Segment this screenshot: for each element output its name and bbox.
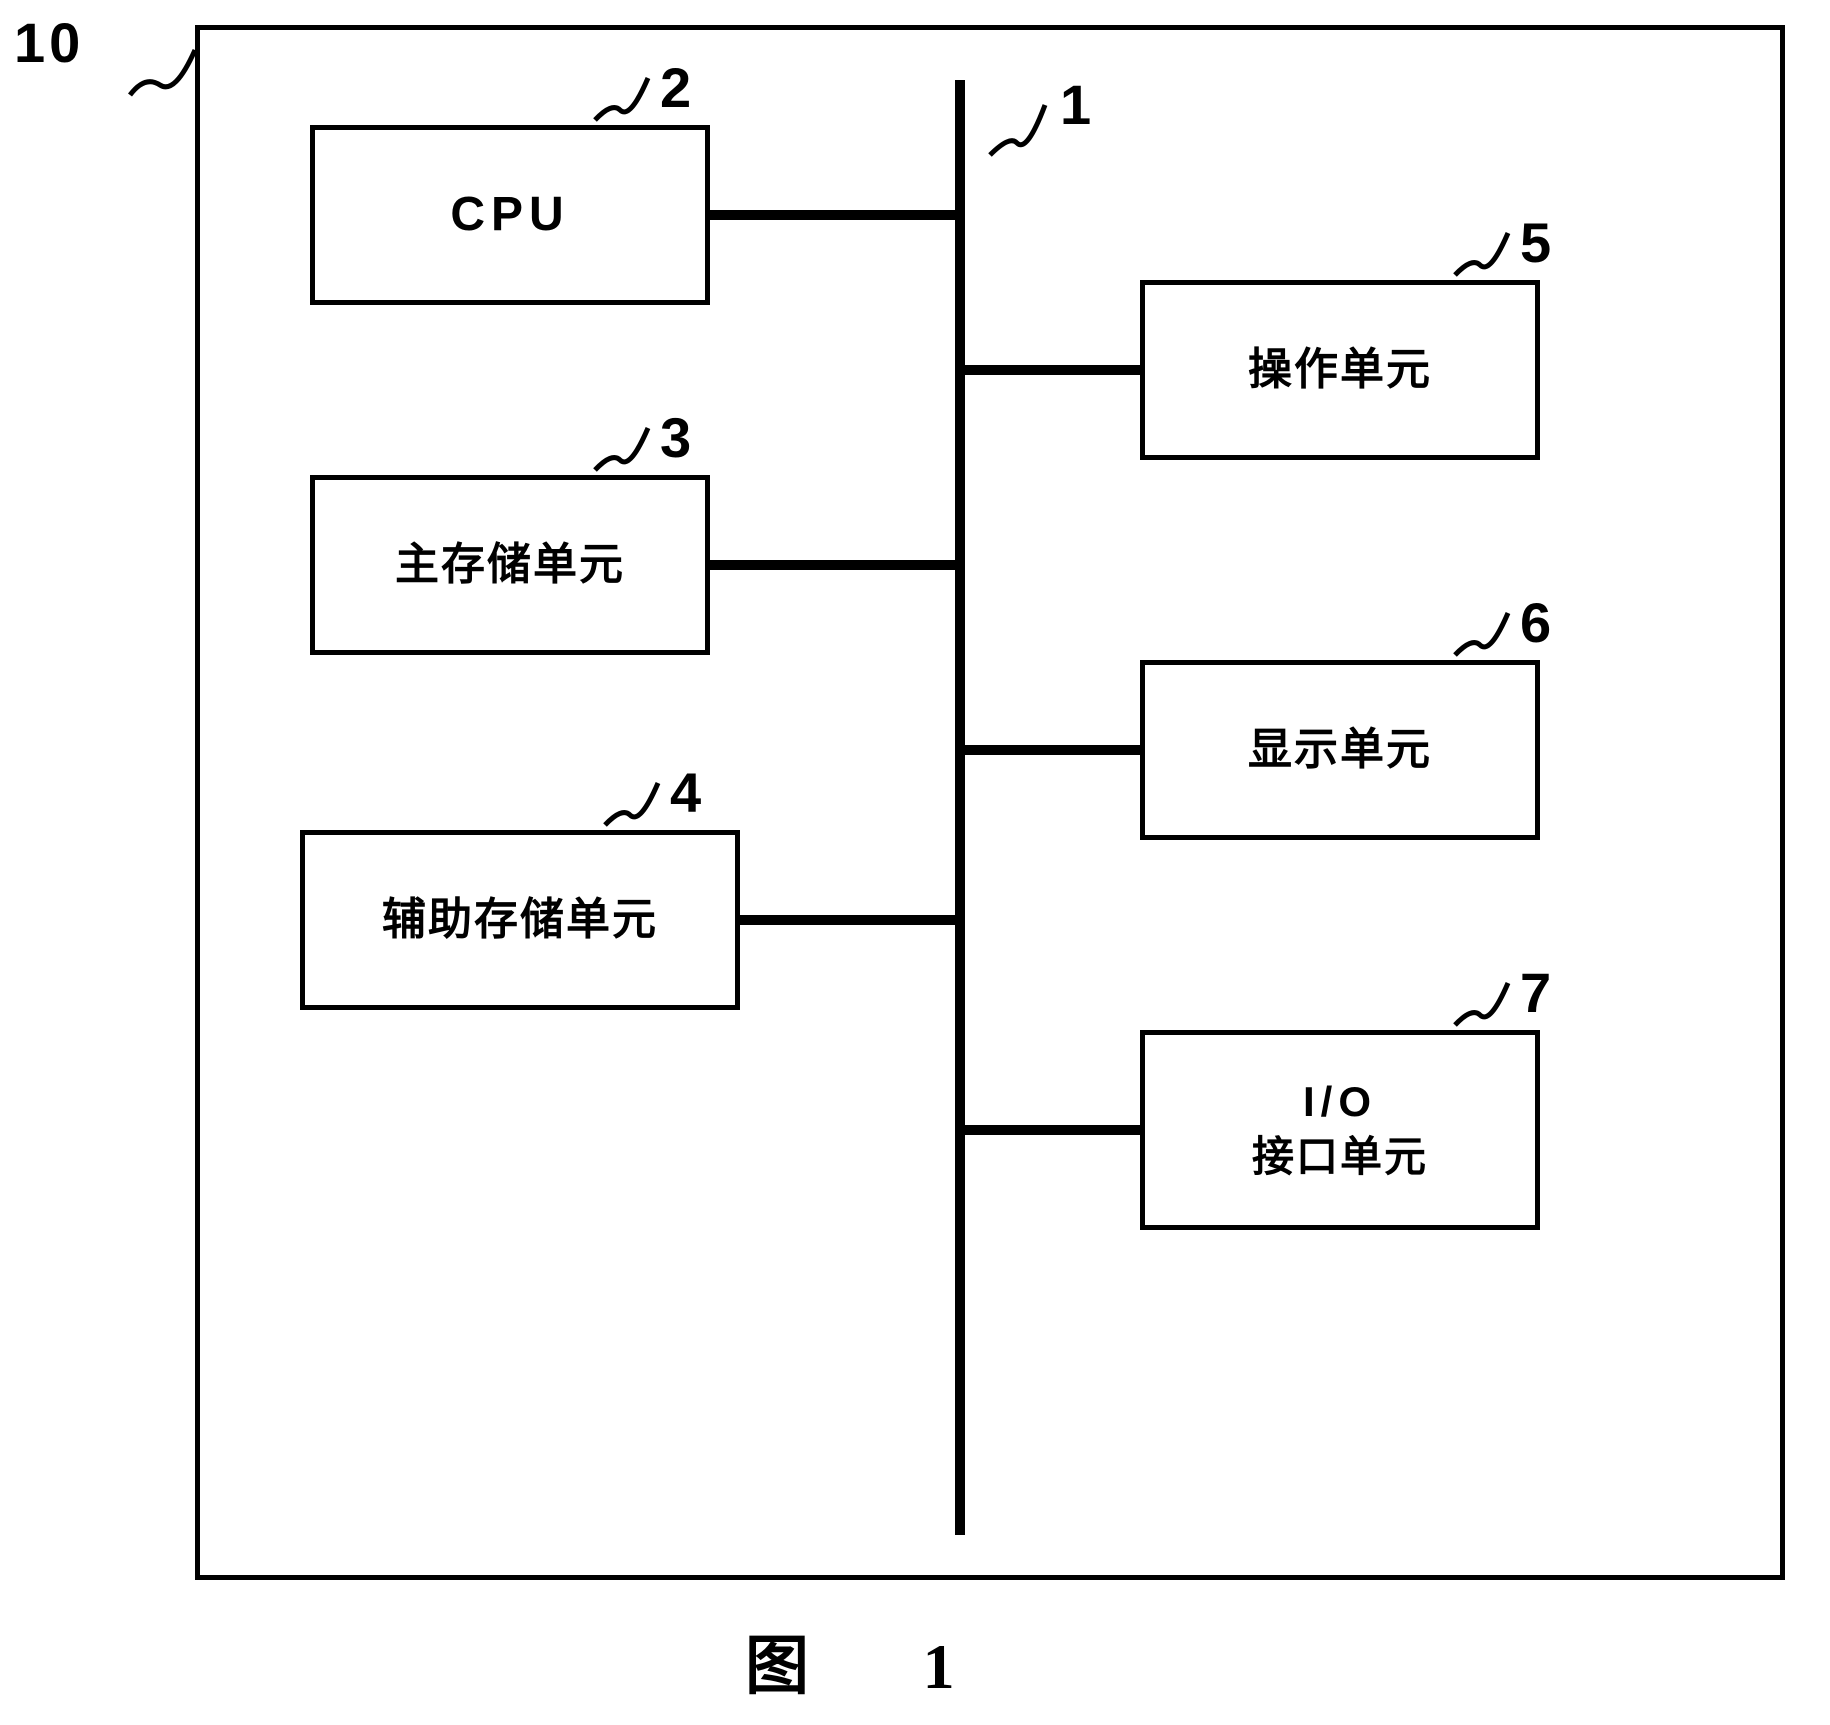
squiggle-5 [1450, 225, 1520, 285]
squiggle-6 [1450, 605, 1520, 665]
block-main-label: 主存储单元 [395, 536, 625, 593]
block-cpu: CPU [310, 125, 710, 305]
squiggle-10 [125, 40, 205, 100]
block-operation-unit: 操作单元 [1140, 280, 1540, 460]
ref-label-5: 5 [1520, 210, 1555, 275]
connector-aux [740, 915, 958, 925]
block-io-unit: I/O 接口单元 [1140, 1030, 1540, 1230]
block-disp-label: 显示单元 [1248, 721, 1432, 778]
block-aux-label: 辅助存储单元 [382, 891, 658, 948]
ref-label-6: 6 [1520, 590, 1555, 655]
squiggle-4 [600, 775, 670, 835]
ref-label-7: 7 [1520, 960, 1555, 1025]
block-io-label-b: 接口单元 [1252, 1130, 1428, 1185]
block-aux-storage: 辅助存储单元 [300, 830, 740, 1010]
squiggle-1 [985, 95, 1055, 165]
block-op-label: 操作单元 [1248, 341, 1432, 398]
ref-label-1: 1 [1060, 72, 1095, 137]
squiggle-3 [590, 420, 660, 480]
block-io-label-a: I/O [1303, 1075, 1377, 1130]
connector-io [965, 1125, 1143, 1135]
connector-cpu [710, 210, 958, 220]
caption-text: 图 [745, 1630, 815, 1702]
block-cpu-label: CPU [450, 184, 569, 246]
connector-op [965, 365, 1143, 375]
connector-disp [965, 745, 1143, 755]
squiggle-2 [590, 70, 660, 130]
ref-label-2: 2 [660, 55, 695, 120]
ref-label-3: 3 [660, 405, 695, 470]
block-display-unit: 显示单元 [1140, 660, 1540, 840]
caption-number: 1 [923, 1631, 961, 1702]
bus-line [955, 80, 965, 1535]
ref-label-10: 10 [14, 10, 84, 75]
ref-label-4: 4 [670, 760, 705, 825]
figure-caption: 图 1 [745, 1615, 961, 1707]
squiggle-7 [1450, 975, 1520, 1035]
diagram-canvas: 10 1 CPU 2 主存储单元 3 辅助存储单元 4 操作单元 5 [0, 0, 1830, 1725]
connector-main [710, 560, 958, 570]
block-main-storage: 主存储单元 [310, 475, 710, 655]
